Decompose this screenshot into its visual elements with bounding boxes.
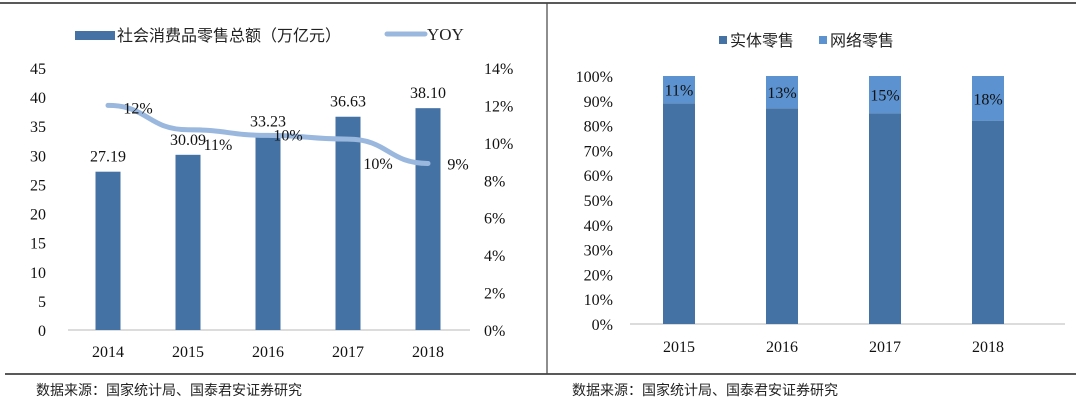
bar-data-label: 38.10 bbox=[410, 85, 446, 102]
x-axis-tick: 2018 bbox=[412, 344, 444, 361]
x-axis-tick: 2018 bbox=[972, 339, 1004, 356]
left-axis-tick: 45 bbox=[30, 61, 46, 78]
y-axis-tick: 20% bbox=[584, 267, 613, 284]
bar-retail-sales bbox=[95, 171, 121, 330]
legend-label-online: 网络零售 bbox=[830, 31, 894, 50]
bar-physical-retail bbox=[663, 103, 695, 324]
bar-retail-sales bbox=[175, 154, 201, 330]
yoy-data-label: 10% bbox=[273, 127, 302, 144]
x-axis-tick: 2017 bbox=[869, 339, 901, 356]
bar-online-retail bbox=[663, 76, 695, 104]
y-axis-tick: 30% bbox=[584, 243, 613, 260]
left-axis-tick: 15 bbox=[30, 236, 46, 253]
left-axis-tick: 0 bbox=[38, 323, 46, 340]
left-axis-tick: 10 bbox=[30, 265, 46, 282]
bar-online-retail bbox=[766, 76, 798, 109]
bar-retail-sales bbox=[415, 108, 441, 330]
yoy-data-label: 11% bbox=[204, 137, 233, 154]
y-axis-tick: 100% bbox=[576, 69, 613, 86]
legend-label-physical: 实体零售 bbox=[730, 31, 794, 50]
right-axis-tick: 14% bbox=[484, 61, 513, 78]
y-axis-tick: 50% bbox=[584, 193, 613, 210]
bar-retail-sales bbox=[335, 116, 361, 331]
yoy-line bbox=[105, 102, 431, 166]
bar-physical-retail bbox=[869, 113, 901, 324]
legend-swatch-retail-sales bbox=[75, 31, 115, 40]
bar-retail-sales bbox=[255, 136, 281, 330]
yoy-data-label: 10% bbox=[363, 156, 392, 173]
yoy-data-label: 12% bbox=[123, 100, 152, 117]
right-axis-tick: 2% bbox=[484, 286, 505, 303]
legend-label-retail-sales: 社会消费品零售总额（万亿元） bbox=[117, 26, 341, 45]
x-axis-tick: 2016 bbox=[252, 344, 284, 361]
yoy-data-label: 9% bbox=[447, 156, 468, 173]
source-note-right: 数据来源：国家统计局、国泰君安证券研究 bbox=[572, 383, 838, 399]
bar-data-label: 27.19 bbox=[90, 149, 126, 166]
left-axis-tick: 25 bbox=[30, 177, 46, 194]
legend-label-yoy: YOY bbox=[427, 25, 464, 44]
y-axis-tick: 80% bbox=[584, 119, 613, 136]
y-axis-tick: 90% bbox=[584, 94, 613, 111]
x-axis-tick: 2015 bbox=[663, 339, 695, 356]
online-share-label: 13% bbox=[767, 85, 796, 102]
x-axis-tick: 2017 bbox=[332, 344, 364, 361]
right-axis-tick: 10% bbox=[484, 136, 513, 153]
bar-data-label: 36.63 bbox=[330, 94, 366, 111]
x-axis-tick: 2015 bbox=[172, 344, 204, 361]
bar-online-retail bbox=[869, 76, 901, 114]
x-axis-tick: 2014 bbox=[92, 344, 124, 361]
online-share-label: 15% bbox=[870, 88, 899, 105]
bar-physical-retail bbox=[972, 120, 1004, 324]
y-axis-tick: 70% bbox=[584, 143, 613, 160]
y-axis-tick: 0% bbox=[592, 317, 613, 334]
y-axis-tick: 40% bbox=[584, 218, 613, 235]
right-axis-tick: 8% bbox=[484, 173, 505, 190]
x-axis-tick: 2016 bbox=[766, 339, 798, 356]
right-axis-tick: 6% bbox=[484, 211, 505, 228]
bar-online-retail bbox=[972, 76, 1004, 121]
left-axis-tick: 5 bbox=[38, 294, 46, 311]
left-axis-tick: 40 bbox=[30, 90, 46, 107]
right-axis-tick: 12% bbox=[484, 98, 513, 115]
right-axis-tick: 0% bbox=[484, 323, 505, 340]
source-note-left: 数据来源：国家统计局、国泰君安证券研究 bbox=[36, 383, 302, 399]
left-axis-tick: 20 bbox=[30, 207, 46, 224]
bar-data-label: 30.09 bbox=[170, 132, 206, 149]
online-share-label: 18% bbox=[973, 91, 1002, 108]
right-axis-tick: 4% bbox=[484, 248, 505, 265]
left-axis-tick: 30 bbox=[30, 148, 46, 165]
legend-swatch-physical bbox=[719, 36, 727, 44]
online-share-label: 11% bbox=[665, 83, 694, 100]
bar-data-label: 33.23 bbox=[250, 114, 286, 131]
y-axis-tick: 10% bbox=[584, 292, 613, 309]
legend-swatch-online bbox=[819, 36, 827, 44]
bar-physical-retail bbox=[766, 108, 798, 325]
y-axis-tick: 60% bbox=[584, 168, 613, 185]
left-axis-tick: 35 bbox=[30, 119, 46, 136]
